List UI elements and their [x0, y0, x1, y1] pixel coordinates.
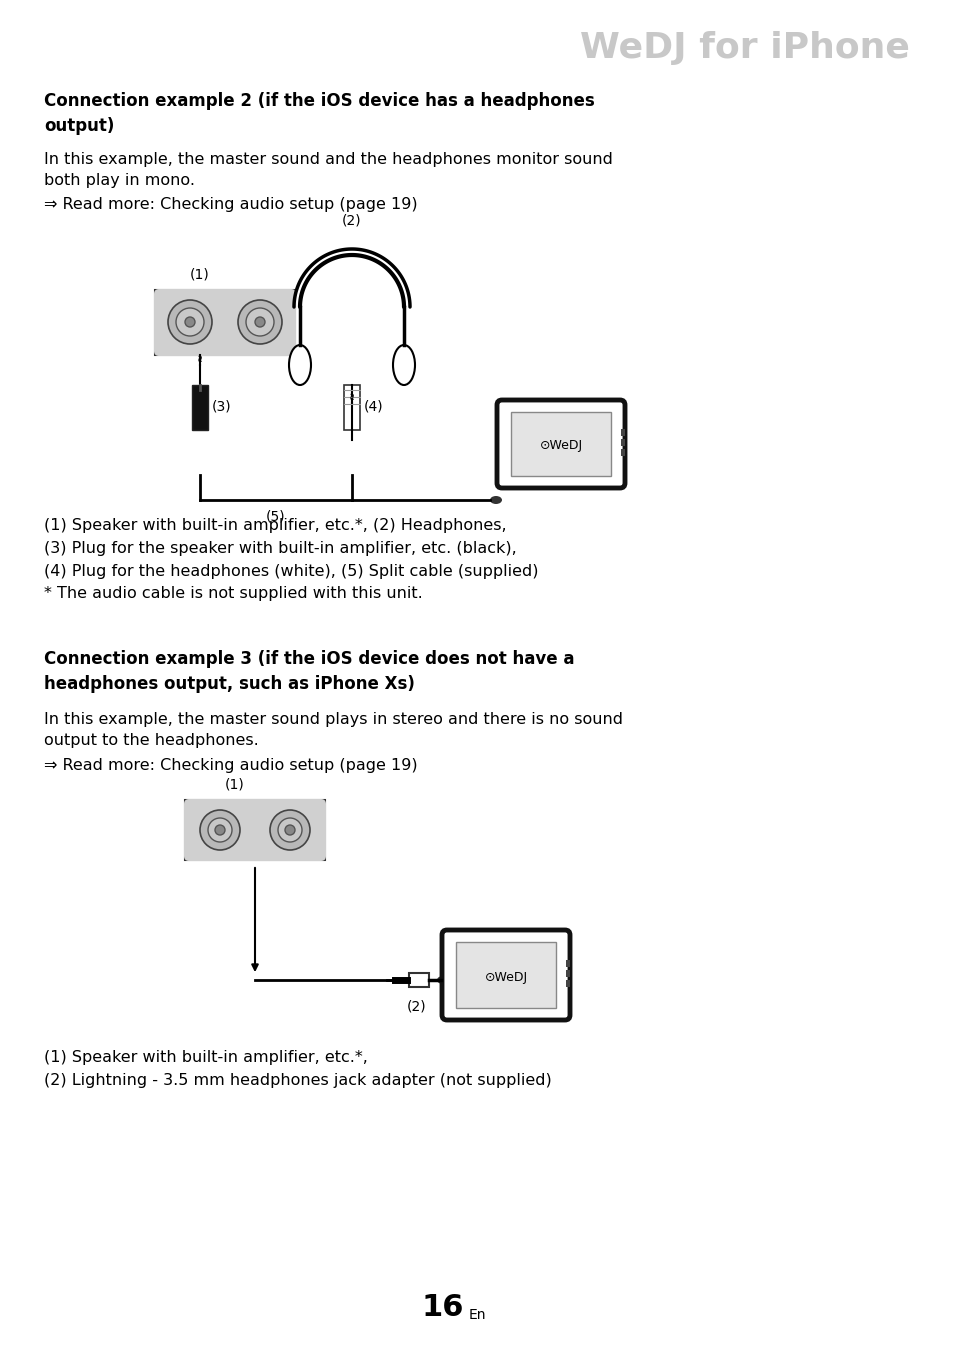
FancyBboxPatch shape [184, 799, 326, 861]
Text: ⇒ Read more: Checking audio setup (page 19): ⇒ Read more: Checking audio setup (page … [44, 197, 417, 212]
Circle shape [185, 317, 194, 328]
Text: In this example, the master sound and the headphones monitor sound
both play in : In this example, the master sound and th… [44, 152, 612, 187]
FancyBboxPatch shape [153, 288, 295, 356]
Circle shape [214, 825, 225, 834]
Circle shape [175, 307, 204, 336]
Text: (1) Speaker with built-in amplifier, etc.*,
(2) Lightning - 3.5 mm headphones ja: (1) Speaker with built-in amplifier, etc… [44, 1050, 551, 1088]
Text: ≈: ≈ [347, 391, 356, 399]
Text: (4): (4) [364, 400, 383, 414]
Text: (5): (5) [266, 510, 286, 524]
Bar [192, 386, 208, 430]
Bar [409, 973, 429, 987]
Text: (1): (1) [225, 778, 245, 793]
Circle shape [237, 301, 282, 344]
Circle shape [246, 307, 274, 336]
Text: ⇒ Read more: Checking audio setup (page 19): ⇒ Read more: Checking audio setup (page … [44, 758, 417, 772]
FancyBboxPatch shape [441, 930, 569, 1020]
Bar [620, 449, 624, 456]
Bar [344, 386, 359, 430]
Circle shape [254, 317, 265, 328]
Bar [565, 971, 569, 977]
Circle shape [285, 825, 294, 834]
FancyBboxPatch shape [497, 400, 624, 488]
Text: (3): (3) [212, 400, 232, 414]
Bar [185, 799, 325, 860]
Bar [620, 439, 624, 446]
Text: (2): (2) [342, 214, 361, 228]
Text: ≈: ≈ [194, 353, 205, 361]
Ellipse shape [490, 496, 501, 504]
Text: ⊙WeDJ: ⊙WeDJ [484, 971, 527, 984]
Circle shape [168, 301, 212, 344]
Text: Connection example 3 (if the iOS device does not have a
headphones output, such : Connection example 3 (if the iOS device … [44, 650, 574, 693]
Ellipse shape [436, 976, 449, 984]
Text: In this example, the master sound plays in stereo and there is no sound
output t: In this example, the master sound plays … [44, 712, 622, 748]
Text: (2): (2) [407, 1000, 426, 1014]
Bar [511, 412, 610, 476]
Text: En: En [469, 1308, 486, 1322]
Bar [456, 942, 556, 1008]
Bar [154, 290, 294, 355]
Text: (1): (1) [190, 268, 210, 282]
Bar [565, 980, 569, 987]
Circle shape [277, 818, 302, 842]
Ellipse shape [393, 345, 415, 386]
Text: WeDJ for iPhone: WeDJ for iPhone [579, 31, 909, 65]
Text: Connection example 2 (if the iOS device has a headphones
output): Connection example 2 (if the iOS device … [44, 92, 594, 135]
Circle shape [200, 810, 240, 851]
Text: (1) Speaker with built-in amplifier, etc.*, (2) Headphones,
(3) Plug for the spe: (1) Speaker with built-in amplifier, etc… [44, 518, 537, 601]
Circle shape [270, 810, 310, 851]
Text: 16: 16 [421, 1294, 463, 1322]
Ellipse shape [289, 345, 311, 386]
Bar [620, 429, 624, 435]
Bar [565, 960, 569, 967]
Text: ⊙WeDJ: ⊙WeDJ [538, 439, 582, 453]
Circle shape [208, 818, 232, 842]
